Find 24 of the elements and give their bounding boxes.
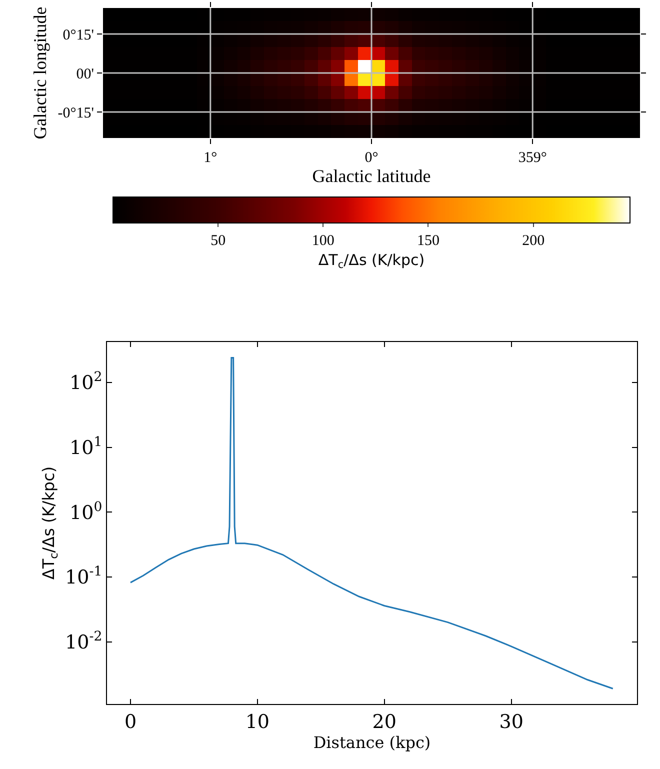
x-tick-label: 359° [518,150,547,166]
y-tick-label: 0°15' [62,27,94,44]
color-bar-label: 150 [416,233,440,249]
x-tick-label: 0° [364,150,378,166]
color-bar-label: 200 [522,233,545,249]
color-bar-label: 100 [312,233,334,249]
y-tick-label: 10$^{1}$ [70,434,102,459]
x-tick-label: 30 [499,710,524,733]
x-tick-label: 10 [245,710,270,733]
x-axis-title: Distance (kpc) [313,732,431,752]
y-tick-label: 10$^{2}$ [70,370,102,394]
x-tick-label: 20 [372,710,396,733]
x-tick-label: 1° [204,150,218,166]
line-series [130,357,614,690]
y-tick-label: -0°15' [58,105,94,122]
color-bar-title: ΔT$_{c}$/Δs (K/kpc) [318,251,425,272]
y-tick-label: 10$^{0}$ [70,500,102,524]
y-tick-label: 10$^{-2}$ [65,630,102,654]
color-bar-label: 50 [210,233,226,249]
y-tick-label: 00' [76,66,94,82]
x-axis-title: Galactic latitude [312,166,431,186]
y-axis-title: Galactic longitude [30,6,50,140]
x-tick-label: 0 [124,710,137,733]
y-tick-label: 10$^{-1}$ [65,564,102,589]
